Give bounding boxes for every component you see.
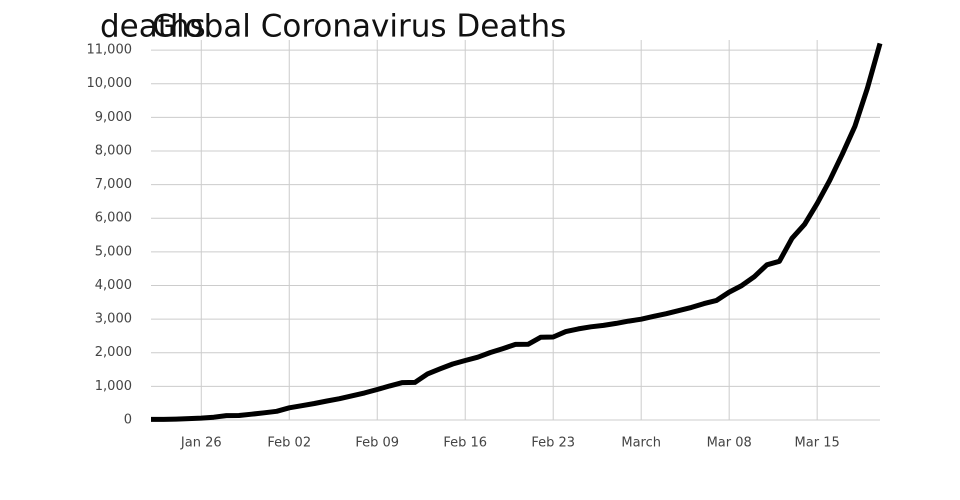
y-tick-label: 6,000 xyxy=(95,211,132,226)
y-tick-label: 11,000 xyxy=(87,43,133,58)
grid xyxy=(151,40,880,421)
x-tick-label: Mar 15 xyxy=(795,436,840,451)
x-tick-label: Feb 23 xyxy=(531,436,575,451)
y-tick-label: 1,000 xyxy=(95,379,132,394)
data-line xyxy=(151,42,883,422)
y-tick-label: 8,000 xyxy=(95,143,132,158)
x-tick-label: Mar 08 xyxy=(707,436,752,451)
y-tick-label: 3,000 xyxy=(95,312,132,327)
y-tick-label: 5,000 xyxy=(95,244,132,259)
x-tick-label: Feb 09 xyxy=(355,436,399,451)
y-tick-label: 4,000 xyxy=(95,278,132,293)
x-tick-label: March xyxy=(621,436,661,451)
x-tick-label: Feb 02 xyxy=(267,436,311,451)
y-tick-label: 0 xyxy=(124,413,132,428)
y-tick-label: 2,000 xyxy=(95,345,132,360)
chart-title: Global Coronavirus Deaths xyxy=(152,9,566,45)
x-tick-label: Jan 26 xyxy=(180,436,222,451)
y-axis-label: deaths xyxy=(100,9,206,45)
y-tick-label: 9,000 xyxy=(95,110,132,125)
y-tick-label: 10,000 xyxy=(87,76,133,91)
y-tick-label: 7,000 xyxy=(95,177,132,192)
x-tick-label: Feb 16 xyxy=(443,436,487,451)
